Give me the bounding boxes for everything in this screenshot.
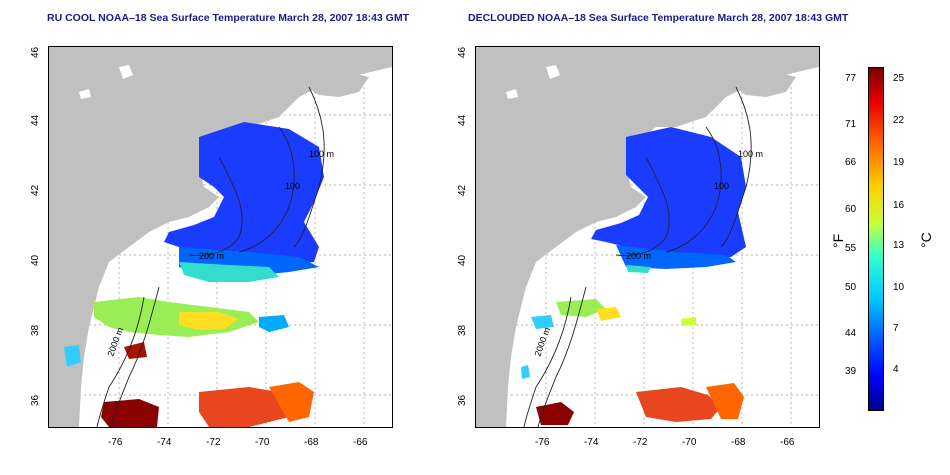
- x-tick-label: -74: [157, 437, 172, 448]
- contour-label-100m: 100 m: [738, 149, 763, 159]
- temperature-colorbar: [868, 67, 884, 411]
- fahrenheit-tick: 50: [845, 282, 857, 293]
- contour-label-100: 100: [285, 181, 300, 191]
- y-tick-label: 38: [30, 324, 41, 336]
- x-tick-label: -74: [584, 437, 599, 448]
- fahrenheit-tick: 55: [845, 243, 857, 254]
- y-tick-label: 40: [30, 254, 41, 266]
- x-tick-label: -66: [353, 437, 368, 448]
- contour-label-100: 100: [714, 181, 729, 191]
- left-map-graphic: 100 m 100 200 m 2000 m: [49, 47, 392, 427]
- celsius-tick: 25: [893, 73, 905, 84]
- fahrenheit-tick: 39: [845, 366, 857, 377]
- celsius-tick: 7: [893, 323, 899, 334]
- y-tick-label: 42: [457, 184, 468, 196]
- x-tick-label: -66: [780, 437, 795, 448]
- right-map-title: DECLOUDED NOAA–18 Sea Surface Temperatur…: [468, 12, 849, 24]
- fahrenheit-tick: 60: [845, 204, 857, 215]
- y-tick-label: 42: [30, 184, 41, 196]
- celsius-tick: 13: [893, 240, 905, 251]
- fahrenheit-tick: 44: [845, 328, 857, 339]
- fahrenheit-tick: 77: [845, 73, 857, 84]
- celsius-tick: 22: [893, 115, 905, 126]
- right-map-graphic: 100 m 100 200 m 2000 m: [476, 47, 819, 427]
- celsius-tick: 19: [893, 157, 905, 168]
- celsius-unit-label: °C: [918, 232, 934, 248]
- celsius-tick: 10: [893, 282, 905, 293]
- fahrenheit-tick: 71: [845, 119, 857, 130]
- y-tick-label: 38: [457, 324, 468, 336]
- left-map-title: RU COOL NOAA–18 Sea Surface Temperature …: [47, 12, 410, 24]
- y-tick-label: 44: [30, 114, 41, 126]
- y-tick-label: 44: [457, 114, 468, 126]
- contour-label-100m: 100 m: [309, 149, 334, 159]
- x-tick-label: -70: [255, 437, 270, 448]
- x-tick-label: -68: [304, 437, 319, 448]
- x-tick-label: -72: [206, 437, 221, 448]
- x-tick-label: -72: [633, 437, 648, 448]
- warm-water-region: [636, 387, 721, 422]
- fahrenheit-unit-label: °F: [830, 233, 846, 248]
- y-tick-label: 36: [457, 394, 468, 406]
- x-tick-label: -76: [108, 437, 123, 448]
- land-mass: [49, 47, 392, 427]
- y-tick-label: 46: [457, 46, 468, 58]
- y-tick-label: 36: [30, 394, 41, 406]
- warm-water-region: [199, 387, 294, 427]
- x-tick-label: -76: [535, 437, 550, 448]
- y-tick-label: 46: [30, 46, 41, 58]
- right-sst-map: 100 m 100 200 m 2000 m: [475, 46, 820, 428]
- cold-water-region: [164, 122, 324, 265]
- left-sst-map: 100 m 100 200 m 2000 m: [48, 46, 393, 428]
- contour-label-200m: 200 m: [626, 251, 651, 261]
- celsius-tick: 4: [893, 364, 899, 375]
- celsius-tick: 16: [893, 200, 905, 211]
- contour-label-2000m: 2000 m: [532, 326, 552, 358]
- cold-water-region: [591, 127, 746, 259]
- fahrenheit-tick: 66: [845, 157, 857, 168]
- contour-label-2000m: 2000 m: [105, 326, 125, 358]
- contour-label-200m: 200 m: [199, 251, 224, 261]
- x-tick-label: -70: [682, 437, 697, 448]
- x-tick-label: -68: [731, 437, 746, 448]
- land-mass: [476, 47, 819, 427]
- y-tick-label: 40: [457, 254, 468, 266]
